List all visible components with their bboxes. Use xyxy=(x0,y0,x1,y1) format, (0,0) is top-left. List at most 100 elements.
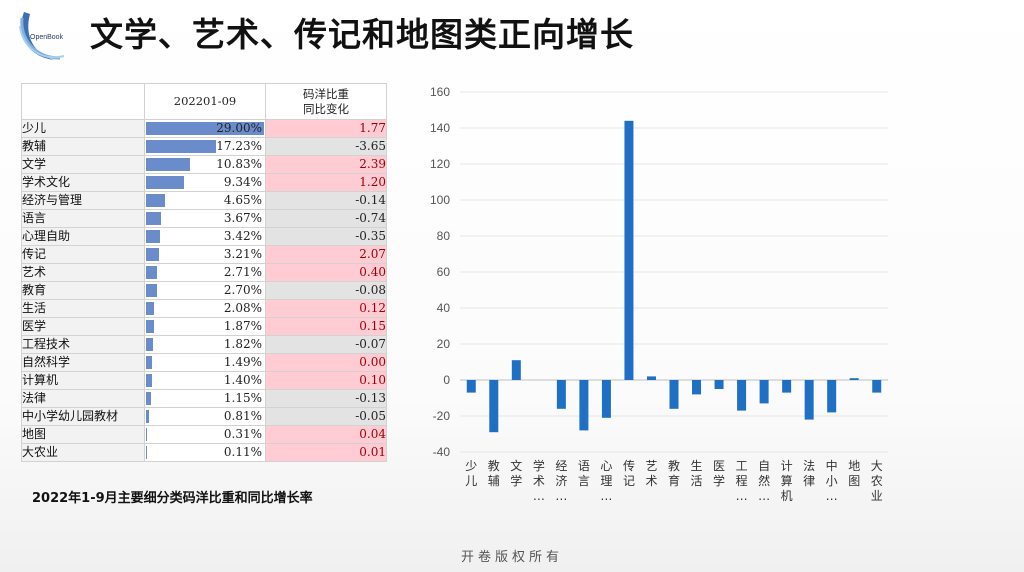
table-row: 经济与管理 4.65% -0.14 xyxy=(21,191,387,210)
share-cell: 2.08% xyxy=(144,299,266,318)
share-cell: 9.34% xyxy=(144,173,266,192)
share-bar xyxy=(146,248,160,261)
y-tick-label: 20 xyxy=(437,337,451,351)
bar xyxy=(849,378,859,380)
category-name: 中小学幼儿园教材 xyxy=(21,407,145,426)
share-bar xyxy=(146,410,150,423)
bar xyxy=(624,120,634,381)
table-row: 少儿 29.00% 1.77 xyxy=(21,119,387,138)
share-value: 4.65% xyxy=(223,193,262,207)
bar xyxy=(827,380,837,413)
x-tick-label: 中小… xyxy=(826,458,838,503)
x-tick-label: 少儿 xyxy=(465,459,477,488)
share-cell: 4.65% xyxy=(144,191,266,210)
table-row: 医学 1.87% 0.15 xyxy=(21,317,387,336)
table-row: 艺术 2.71% 0.40 xyxy=(21,263,387,282)
bar xyxy=(714,380,724,389)
bar xyxy=(872,380,882,393)
bar xyxy=(511,360,521,380)
change-value: -0.07 xyxy=(265,335,387,354)
share-value: 3.21% xyxy=(223,247,262,261)
copyright-footer: 开卷版权所有 xyxy=(460,550,563,565)
share-bar xyxy=(146,356,153,369)
y-tick-label: 40 xyxy=(437,301,451,315)
change-value: -0.35 xyxy=(265,227,387,246)
bar xyxy=(579,380,589,431)
y-tick-label: 60 xyxy=(437,265,451,279)
share-value: 1.40% xyxy=(223,373,262,387)
x-tick-label: 工程… xyxy=(736,459,748,503)
category-name: 工程技术 xyxy=(21,335,145,354)
table-row: 生活 2.08% 0.12 xyxy=(21,299,387,318)
change-value: -0.13 xyxy=(265,389,387,408)
x-tick-label: 语言 xyxy=(578,459,590,488)
table-header-row: 202201-09 码洋比重 同比变化 xyxy=(21,83,387,120)
category-name: 传记 xyxy=(21,245,145,264)
category-name: 计算机 xyxy=(21,371,145,390)
category-name: 文学 xyxy=(21,155,145,174)
share-bar xyxy=(146,338,154,351)
share-cell: 1.40% xyxy=(144,371,266,390)
table-row: 文学 10.83% 2.39 xyxy=(21,155,387,174)
x-tick-label: 计算机 xyxy=(781,459,793,503)
change-value: 2.07 xyxy=(265,245,387,264)
share-value: 17.23% xyxy=(216,139,262,153)
change-value: 2.39 xyxy=(265,155,387,174)
share-cell: 0.31% xyxy=(144,425,266,444)
change-value: 0.10 xyxy=(265,371,387,390)
share-bar xyxy=(146,320,154,333)
table-row: 心理自助 3.42% -0.35 xyxy=(21,227,387,246)
x-tick-label: 艺术 xyxy=(645,459,657,488)
table-row: 中小学幼儿园教材 0.81% -0.05 xyxy=(21,407,387,426)
share-value: 1.87% xyxy=(223,319,262,333)
bar xyxy=(601,380,611,418)
bar xyxy=(489,380,499,433)
share-value: 10.83% xyxy=(216,157,262,171)
share-cell: 0.81% xyxy=(144,407,266,426)
category-name: 少儿 xyxy=(21,119,145,138)
x-tick-label: 自然… xyxy=(758,459,770,503)
change-value: -0.08 xyxy=(265,281,387,300)
category-name: 经济与管理 xyxy=(21,191,145,210)
share-cell: 3.21% xyxy=(144,245,266,264)
x-tick-label: 生活 xyxy=(691,459,703,488)
bar xyxy=(737,380,747,411)
share-cell: 1.15% xyxy=(144,389,266,408)
share-value: 2.08% xyxy=(223,301,262,315)
share-value: 1.49% xyxy=(223,355,262,369)
x-tick-label: 教辅 xyxy=(488,458,500,488)
share-cell: 17.23% xyxy=(144,137,266,156)
logo-text: OpenBook xyxy=(30,34,64,41)
col-header-change-line: 码洋比重 xyxy=(303,86,349,101)
category-name: 教育 xyxy=(21,281,145,300)
share-bar xyxy=(146,392,151,405)
table-row: 大农业 0.11% 0.01 xyxy=(21,443,387,462)
y-tick-label: 100 xyxy=(430,193,450,207)
category-name: 大农业 xyxy=(21,443,145,462)
share-value: 3.67% xyxy=(223,211,262,225)
table-row: 传记 3.21% 2.07 xyxy=(21,245,387,264)
x-tick-label: 教育 xyxy=(668,458,680,488)
x-tick-label: 地图 xyxy=(848,459,860,488)
share-cell: 3.67% xyxy=(144,209,266,228)
table-row: 工程技术 1.82% -0.07 xyxy=(21,335,387,354)
y-tick-label: 160 xyxy=(430,85,450,99)
share-value: 9.34% xyxy=(223,175,262,189)
category-name: 语言 xyxy=(21,209,145,228)
x-tick-label: 学术… xyxy=(533,458,545,503)
table-row: 学术文化 9.34% 1.20 xyxy=(21,173,387,192)
x-tick-label: 经济… xyxy=(555,459,567,503)
y-tick-label: 0 xyxy=(443,373,450,387)
share-value: 3.42% xyxy=(223,229,262,243)
table-row: 教辅 17.23% -3.65 xyxy=(21,137,387,156)
y-tick-label: 120 xyxy=(430,157,450,171)
bar xyxy=(669,380,679,409)
category-name: 地图 xyxy=(21,425,145,444)
table-row: 语言 3.67% -0.74 xyxy=(21,209,387,228)
y-tick-label: 140 xyxy=(430,121,450,135)
category-name: 自然科学 xyxy=(21,353,145,372)
share-bar xyxy=(146,158,191,171)
share-cell: 0.11% xyxy=(144,443,266,462)
bar xyxy=(692,380,702,395)
share-value: 29.00% xyxy=(216,121,262,135)
